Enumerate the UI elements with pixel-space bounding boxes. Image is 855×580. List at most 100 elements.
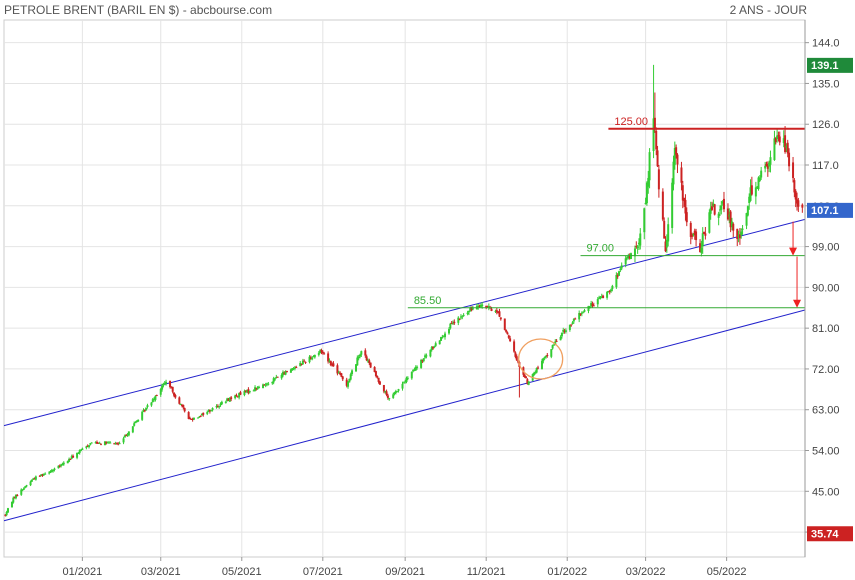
candle-body (602, 295, 605, 298)
candle-body (711, 206, 714, 210)
candle-body (89, 443, 92, 445)
candle-body (118, 443, 121, 445)
candle-body (633, 248, 636, 257)
candle-body (154, 395, 157, 400)
candle-body (766, 165, 769, 169)
candle-body (793, 180, 796, 193)
candle-body (5, 511, 8, 516)
candle-body (738, 234, 741, 239)
candle-body (123, 435, 126, 438)
candle-body (691, 234, 694, 237)
candle-body (356, 357, 359, 366)
candle-body (442, 336, 445, 338)
candle-body (587, 305, 590, 312)
candle-body (311, 357, 314, 360)
candle-body (700, 247, 703, 253)
candle-body (644, 202, 647, 205)
candle-body (675, 147, 678, 155)
candle-body (440, 336, 443, 341)
candle-body (748, 196, 751, 203)
candle-body (750, 185, 753, 195)
candle-body (224, 401, 227, 403)
highlight-circle (518, 338, 564, 380)
candle-body (661, 191, 664, 220)
candle-body (657, 169, 660, 190)
candle-body (34, 476, 37, 480)
candle-body (635, 246, 638, 248)
candle-body (396, 391, 399, 393)
candle-body (397, 389, 400, 391)
candle-body (513, 341, 516, 352)
candle-body (291, 368, 294, 371)
candle-body (647, 177, 650, 187)
axes: 144.0135.0126.0117.0108.099.0090.0081.00… (62, 20, 853, 578)
candle-body (345, 379, 348, 386)
candle-body (308, 356, 311, 363)
candle-body (328, 360, 331, 362)
candle-body (655, 130, 658, 150)
candle-body (22, 488, 25, 490)
candle-body (365, 356, 368, 361)
candle-body (736, 228, 739, 239)
candle-body (255, 387, 258, 389)
candle-body (103, 441, 106, 446)
candle-body (90, 442, 93, 444)
candle-body (562, 329, 565, 332)
y-tick-label: 144.0 (812, 38, 840, 50)
candle-body (321, 351, 324, 354)
candle-body (598, 297, 601, 299)
candle-body (758, 177, 761, 181)
candle-body (699, 243, 702, 253)
candle-body (276, 376, 279, 378)
target-arrow-head (789, 247, 798, 256)
candle-body (413, 369, 416, 371)
candle-body (48, 472, 51, 474)
x-tick-label: 03/2022 (626, 566, 666, 578)
candle-body (227, 398, 230, 401)
x-tick-label: 07/2021 (303, 566, 343, 578)
candle-body (30, 479, 33, 482)
candle-body (406, 377, 409, 379)
y-tick-label: 99.00 (812, 242, 840, 254)
candle-body (317, 352, 320, 355)
candle-body (515, 356, 518, 361)
candle-body (420, 359, 423, 368)
candle-body (461, 316, 464, 318)
candle-body (165, 381, 168, 384)
candle-body (784, 135, 787, 153)
candle-body (402, 382, 405, 384)
candle-body (722, 198, 725, 210)
candle-body (12, 497, 15, 503)
candle-body (421, 360, 424, 362)
candle-body (109, 442, 112, 444)
candle-body (729, 211, 732, 228)
candle-body (50, 470, 53, 472)
candle-body (785, 145, 788, 148)
candle-body (652, 118, 655, 152)
x-tick-label: 01/2022 (547, 566, 587, 578)
candle-body (571, 322, 574, 324)
candle-body (42, 473, 45, 476)
candle-body (498, 311, 501, 317)
candle-body (13, 497, 16, 499)
candle-body (444, 333, 447, 338)
candle-body (610, 289, 613, 292)
candle-body (422, 358, 425, 362)
candle-body (578, 312, 581, 320)
candle-body (78, 450, 81, 453)
candle-body (554, 341, 557, 345)
candle-body (284, 371, 287, 375)
candle-body (560, 332, 563, 337)
candle-body (292, 367, 295, 369)
y-tick-label: 117.0 (812, 160, 839, 172)
candle-body (506, 332, 509, 335)
candle-body (115, 442, 118, 444)
candle-body (692, 233, 695, 236)
candle-body (373, 367, 376, 373)
candle-body (357, 356, 360, 359)
candle-body (546, 354, 549, 356)
candle-body (49, 471, 52, 473)
candle-body (273, 378, 276, 380)
candle-body (77, 453, 80, 455)
candle-body (466, 312, 469, 315)
